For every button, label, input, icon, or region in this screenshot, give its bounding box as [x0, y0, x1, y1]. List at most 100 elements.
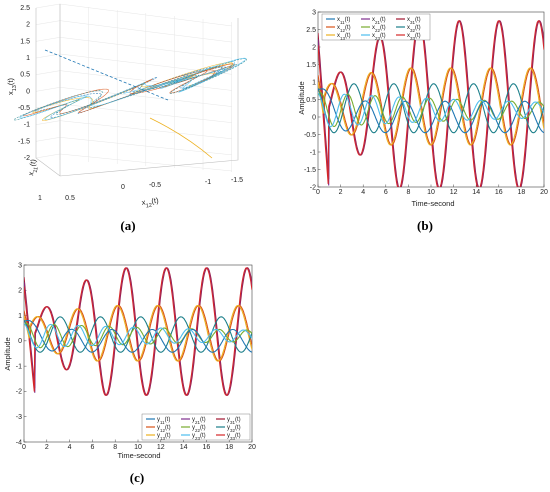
x-tick-label: 0	[22, 444, 26, 451]
x-tick-label: 0.5	[65, 195, 75, 202]
grid-line	[35, 3, 61, 9]
y-tick-label: 2	[18, 288, 22, 295]
y-tick-label: -0.5	[304, 132, 316, 139]
z-tick-label: 1.5	[20, 38, 30, 45]
legend: y11(t) y21(t) y31(t) y12(t) y22(t) y32(t) y13(…	[141, 413, 251, 441]
x-tick-label: -1	[205, 179, 211, 186]
y-tick-label: -1.5	[304, 167, 316, 174]
y-tick-label: -1	[16, 363, 22, 370]
legend-label: y32(t)	[227, 425, 241, 433]
series-line	[24, 267, 252, 396]
grid-line	[35, 70, 61, 75]
y-tick-label: 2	[312, 44, 316, 51]
trajectory-curve	[13, 58, 247, 121]
x-tick-label: 2	[45, 444, 49, 451]
legend-label: x13(t)	[337, 33, 351, 41]
series-line	[318, 92, 544, 128]
legend-label: y22(t)	[192, 425, 206, 433]
legend-label: y23(t)	[192, 433, 206, 441]
x-tick-label: 20	[248, 444, 256, 451]
x-tick-label: 12	[157, 444, 165, 451]
y-tick-label: 2.5	[306, 27, 316, 34]
x-tick-label: 10	[134, 444, 142, 451]
z-tick-label: 2	[26, 22, 30, 29]
series-line	[24, 316, 252, 353]
legend-label: y33(t)	[227, 433, 241, 441]
y-tick-label: 0	[18, 338, 22, 345]
legend-label: x22(t)	[372, 25, 386, 33]
x-tick-label: 10	[427, 189, 435, 196]
legend-label: x33(t)	[407, 33, 421, 41]
series-line	[318, 92, 544, 128]
panel-a-3d-plot: 2.5 2 1.5 1 0.5 0 -0.5 -1 -1.5 -2 1 0.5 0 -0.5 -1 -1.5…	[6, 3, 247, 210]
y-tick-label: 1.5	[306, 62, 316, 69]
x-tick-label: 4	[68, 444, 72, 451]
x-tick-label: 18	[225, 444, 233, 451]
x-tick-label: -1.5	[231, 177, 243, 184]
x-tick-label: 8	[406, 189, 410, 196]
x-tick-label: 6	[384, 189, 388, 196]
caption-c: (c)	[130, 470, 144, 485]
legend-label: y13(t)	[157, 433, 171, 441]
series-line	[24, 323, 252, 349]
x-tick-label: 0	[121, 184, 125, 191]
legend-label: x21(t)	[372, 17, 386, 25]
transient-tail	[149, 117, 213, 159]
y-tick-label: -3	[16, 414, 22, 421]
y-tick-label: -2	[310, 184, 316, 191]
x-tick-label: 2	[339, 189, 343, 196]
grid-line	[35, 137, 61, 142]
y-tick-label: 1	[312, 79, 316, 86]
x-tick-label: 1	[38, 195, 42, 202]
y-tick-label: 3	[312, 9, 316, 16]
y-tick-label: 0.5	[306, 97, 316, 104]
grid-line	[35, 20, 61, 25]
z-tick-label: -2	[24, 155, 30, 162]
box-outline	[35, 8, 239, 177]
grid-line	[35, 120, 61, 125]
series-line	[318, 88, 544, 134]
z-tick-label: -0.5	[18, 105, 30, 112]
y-tick-label: -1	[310, 149, 316, 156]
legend-label: y21(t)	[192, 417, 206, 425]
y-tick-label: -4	[16, 439, 22, 446]
grid-line	[35, 87, 61, 92]
series-line	[318, 67, 544, 146]
legend-label: x12(t)	[337, 25, 351, 33]
panel-c-ylabel: Amplitude	[3, 337, 12, 370]
legend-label: y12(t)	[157, 425, 171, 433]
legend: x11(t) x21(t) x31(t) x12(t) x22(t) x32(t) x13(…	[321, 13, 431, 41]
panel-b-ylabel: Amplitude	[297, 81, 306, 114]
legend-box	[321, 13, 431, 41]
panel-a-zlabel: x13(t)	[6, 78, 18, 95]
z-tick-label: -1.5	[18, 138, 30, 145]
x-tick-label: 20	[540, 189, 548, 196]
legend-label: y11(t)	[157, 417, 170, 425]
x-tick-label: 14	[472, 189, 480, 196]
legend-label: x11(t)	[337, 17, 350, 25]
x-tick-label: 14	[180, 444, 188, 451]
legend-label: x23(t)	[372, 33, 386, 41]
x-tick-label: 8	[113, 444, 117, 451]
panel-a-xlabel: x12(t)	[141, 196, 160, 210]
y-tick-label: 0	[312, 114, 316, 121]
caption-a: (a)	[120, 218, 135, 233]
trajectory-curve	[19, 57, 247, 120]
x-tick-label: 12	[450, 189, 458, 196]
x-tick-label: 0	[316, 189, 320, 196]
series-line	[24, 322, 252, 349]
y-tick-label: 3	[18, 262, 22, 269]
panel-c-xlabel: Time-second	[117, 451, 160, 460]
x-tick-label: 18	[518, 189, 526, 196]
x-tick-label: 4	[361, 189, 365, 196]
x-tick-label: 16	[203, 444, 211, 451]
x-tick-label: -0.5	[149, 182, 161, 189]
transient-tail	[44, 49, 169, 101]
series-line	[318, 83, 544, 134]
legend-label: x31(t)	[407, 17, 421, 25]
series-line	[318, 20, 544, 187]
panel-b-plot: 0 2 4 6 8 10 12 14 16 18 20 -2 -1.5 -1 -0.5 0 0.5 1 1.5 2 2.…	[304, 9, 548, 196]
panel-b-xlabel: Time-second	[411, 199, 454, 208]
